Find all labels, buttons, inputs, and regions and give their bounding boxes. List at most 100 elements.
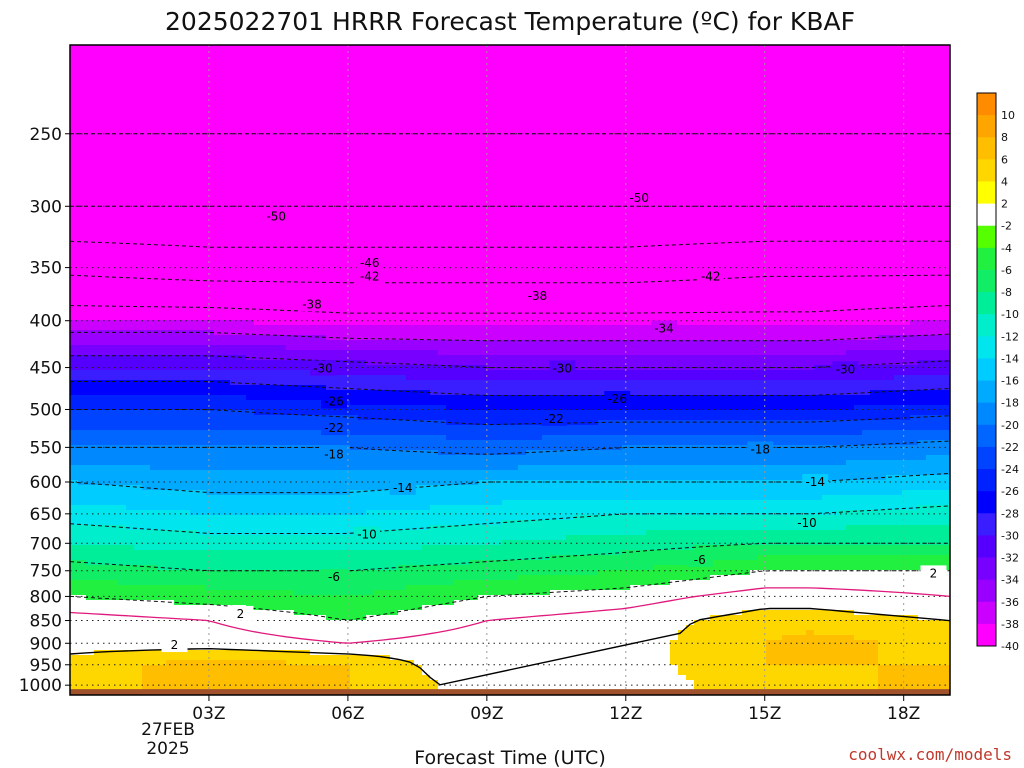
- heatmap-cell: [510, 150, 519, 156]
- heatmap-cell: [558, 255, 567, 261]
- heatmap-cell: [718, 145, 727, 151]
- heatmap-cell: [814, 190, 823, 196]
- heatmap-cell: [702, 215, 711, 221]
- heatmap-cell: [718, 60, 727, 66]
- heatmap-cell: [334, 270, 343, 276]
- heatmap-cell: [830, 180, 839, 186]
- heatmap-cell: [270, 80, 279, 86]
- heatmap-cell: [462, 130, 471, 136]
- heatmap-cell: [462, 55, 471, 61]
- heatmap-cell: [806, 140, 815, 146]
- heatmap-cell: [758, 145, 767, 151]
- heatmap-cell: [494, 190, 503, 196]
- heatmap-cell: [382, 75, 391, 81]
- heatmap-cell: [174, 130, 183, 136]
- heatmap-cell: [414, 195, 423, 201]
- heatmap-cell: [286, 50, 295, 56]
- heatmap-cell: [318, 185, 327, 191]
- heatmap-cell: [854, 50, 863, 56]
- heatmap-cell: [750, 240, 759, 246]
- heatmap-cell: [206, 195, 215, 201]
- heatmap-cell: [790, 215, 799, 221]
- heatmap-cell: [542, 155, 551, 161]
- heatmap-cell: [878, 90, 887, 96]
- heatmap-cell: [638, 75, 647, 81]
- heatmap-cell: [686, 255, 695, 261]
- heatmap-cell: [534, 225, 543, 231]
- heatmap-cell: [606, 95, 615, 101]
- heatmap-cell: [406, 160, 415, 166]
- heatmap-cell: [238, 170, 247, 176]
- heatmap-cell: [662, 215, 671, 221]
- heatmap-cell: [94, 180, 103, 186]
- heatmap-cell: [262, 240, 271, 246]
- heatmap-cell: [374, 70, 383, 76]
- heatmap-cell: [838, 260, 847, 266]
- heatmap-cell: [574, 260, 583, 266]
- heatmap-cell: [454, 95, 463, 101]
- heatmap-cell: [726, 160, 735, 166]
- heatmap-cell: [406, 95, 415, 101]
- heatmap-cell: [606, 85, 615, 91]
- heatmap-cell: [694, 175, 703, 181]
- heatmap-cell: [702, 140, 711, 146]
- heatmap-cell: [694, 170, 703, 176]
- heatmap-cell: [734, 125, 743, 131]
- heatmap-cell: [118, 50, 127, 56]
- heatmap-cell: [366, 225, 375, 231]
- heatmap-cell: [190, 95, 199, 101]
- heatmap-cell: [302, 80, 311, 86]
- heatmap-cell: [398, 165, 407, 171]
- heatmap-cell: [590, 200, 599, 206]
- heatmap-cell: [862, 50, 871, 56]
- heatmap-cell: [806, 210, 815, 216]
- heatmap-cell: [734, 95, 743, 101]
- heatmap-cell: [302, 160, 311, 166]
- heatmap-cell: [470, 260, 479, 266]
- heatmap-cell: [478, 85, 487, 91]
- heatmap-cell: [94, 45, 103, 51]
- heatmap-cell: [774, 165, 783, 171]
- heatmap-cell: [494, 140, 503, 146]
- heatmap-cell: [406, 225, 415, 231]
- heatmap-cell: [806, 110, 815, 116]
- heatmap-cell: [374, 190, 383, 196]
- heatmap-cell: [446, 155, 455, 161]
- heatmap-cell: [326, 75, 335, 81]
- heatmap-cell: [558, 100, 567, 106]
- heatmap-cell: [790, 210, 799, 216]
- heatmap-cell: [582, 80, 591, 86]
- heatmap-cell: [166, 155, 175, 161]
- heatmap-cell: [534, 90, 543, 96]
- heatmap-cell: [886, 185, 895, 191]
- heatmap-cell: [254, 160, 263, 166]
- heatmap-cell: [878, 100, 887, 106]
- heatmap-cell: [622, 75, 631, 81]
- heatmap-cell: [510, 215, 519, 221]
- heatmap-cell: [646, 160, 655, 166]
- heatmap-cell: [598, 135, 607, 141]
- heatmap-cell: [246, 160, 255, 166]
- heatmap-cell: [238, 70, 247, 76]
- heatmap-cell: [838, 235, 847, 241]
- heatmap-cell: [854, 160, 863, 166]
- heatmap-cell: [926, 100, 935, 106]
- heatmap-cell: [702, 240, 711, 246]
- heatmap-cell: [502, 255, 511, 261]
- heatmap-cell: [190, 60, 199, 66]
- heatmap-cell: [206, 200, 215, 206]
- heatmap-cell: [934, 170, 943, 176]
- heatmap-cell: [862, 105, 871, 111]
- heatmap-cell: [254, 250, 263, 256]
- heatmap-cell: [694, 95, 703, 101]
- heatmap-cell: [150, 270, 159, 276]
- heatmap-cell: [542, 165, 551, 171]
- heatmap-cell: [638, 230, 647, 236]
- heatmap-cell: [390, 90, 399, 96]
- heatmap-cell: [886, 245, 895, 251]
- heatmap-cell: [382, 185, 391, 191]
- heatmap-cell: [766, 230, 775, 236]
- heatmap-cell: [214, 155, 223, 161]
- heatmap-cell: [526, 70, 535, 76]
- heatmap-cell: [206, 95, 215, 101]
